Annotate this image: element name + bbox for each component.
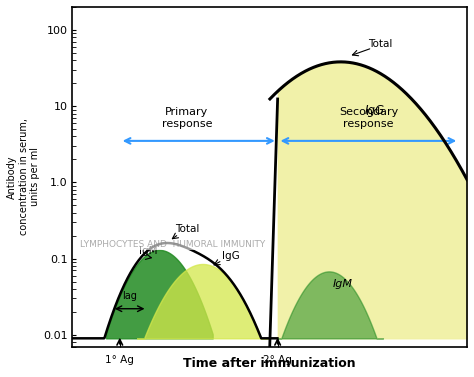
Text: LYMPHOCYTES AND  HUMORAL IMMUNITY: LYMPHOCYTES AND HUMORAL IMMUNITY — [80, 241, 265, 250]
Text: Total: Total — [175, 224, 200, 234]
X-axis label: Time after immunization: Time after immunization — [183, 357, 356, 370]
Text: Primary
response: Primary response — [162, 107, 212, 129]
Y-axis label: Antibody
concentration in serum,
units per ml: Antibody concentration in serum, units p… — [7, 118, 40, 235]
Text: IgM: IgM — [139, 246, 158, 256]
Text: 2° Ag: 2° Ag — [263, 355, 292, 365]
Text: IgG: IgG — [365, 104, 384, 116]
Text: IgG: IgG — [222, 251, 240, 261]
Text: IgM: IgM — [333, 279, 353, 289]
Text: lag: lag — [122, 291, 137, 301]
Text: Secondary
response: Secondary response — [339, 107, 398, 129]
Text: 1° Ag: 1° Ag — [105, 355, 134, 365]
Text: Total: Total — [368, 39, 393, 49]
